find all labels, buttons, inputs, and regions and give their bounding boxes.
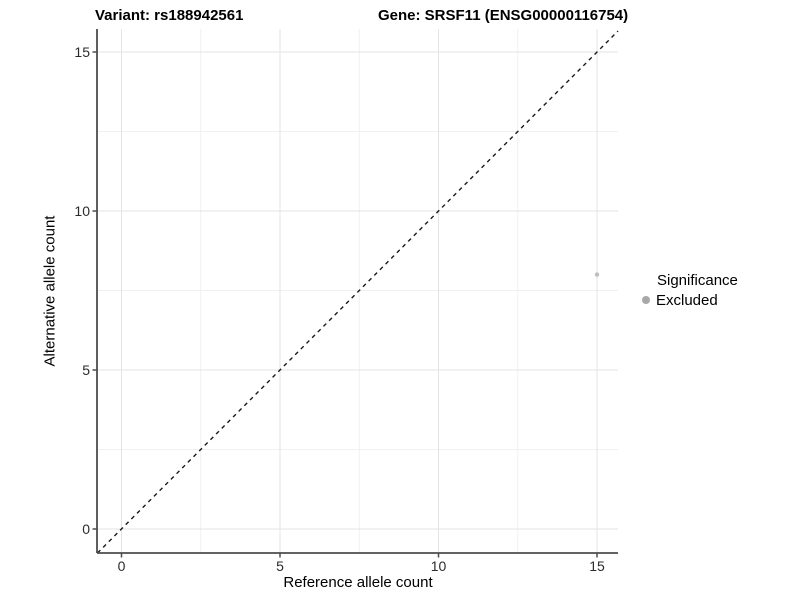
y-tick-label: 0 (82, 521, 90, 537)
legend-title: Significance (657, 272, 738, 289)
y-axis-title: Alternative allele count (41, 215, 59, 367)
title-variant: Variant: rs188942561 (95, 7, 244, 24)
x-tick-label: 10 (430, 558, 447, 574)
y-tick-label: 15 (74, 44, 90, 60)
identity-line (97, 30, 619, 554)
data-point-excluded (594, 272, 600, 277)
x-tick-label: 15 (589, 558, 605, 574)
legend-item-label-excluded: Excluded (656, 292, 718, 309)
y-tick-label: 10 (74, 203, 90, 219)
x-tick-label: 0 (117, 558, 126, 574)
x-axis-title: Reference allele count (283, 574, 433, 591)
x-tick-label: 5 (276, 558, 284, 574)
y-tick-label: 5 (82, 362, 90, 378)
legend-key-dot (642, 296, 650, 304)
title-gene: Gene: SRSF11 (ENSG00000116754) (378, 7, 629, 24)
